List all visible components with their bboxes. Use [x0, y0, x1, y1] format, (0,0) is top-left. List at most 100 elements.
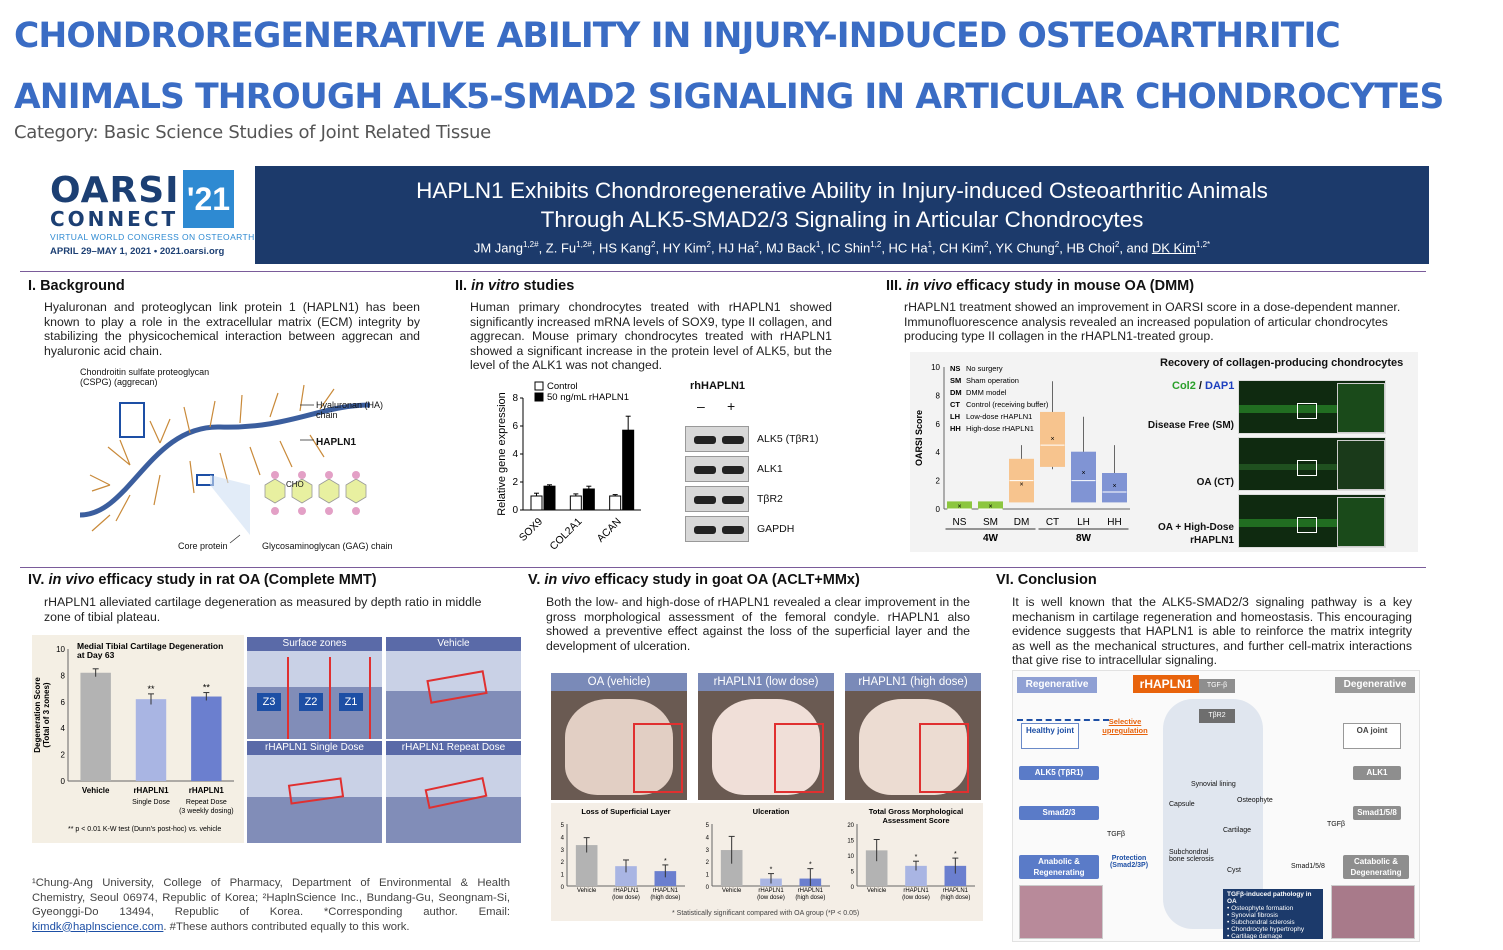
label-cspg-2: (CSPG) (aggrecan): [80, 377, 158, 387]
pathology-item: • Cartilage damage: [1227, 933, 1283, 940]
poster-title-line2: ANIMALS THROUGH ALK5-SMAD2 SIGNALING IN …: [14, 77, 1444, 117]
mean-marker: ×: [988, 503, 992, 510]
micro-image-hh: [1238, 494, 1386, 548]
y-tick-label: 5: [561, 823, 565, 829]
proteoglycan-diagram: [79, 384, 371, 544]
capsule-label: Capsule: [1169, 801, 1195, 808]
author-affiliation: 1,2*: [1195, 240, 1211, 249]
label-ha: Hyaluronan (HA): [316, 400, 384, 410]
chart-title: at Day 63: [77, 650, 115, 660]
poster-title-line1: CHONDROREGENERATIVE ABILITY IN INJURY-IN…: [14, 16, 1341, 56]
micro-row-label: rHAPLN1: [1190, 535, 1234, 546]
x-tick-label: rHAPLN1: [189, 786, 225, 795]
significance-mark: *: [809, 862, 812, 869]
logo-dates: APRIL 29–MAY 1, 2021 • 2021.oarsi.org: [50, 246, 225, 257]
highlight-box-cspg: [119, 402, 145, 438]
zone-label: Z3: [257, 693, 281, 711]
title-em: in vivo: [48, 572, 95, 588]
banner-title-line2: Through ALK5-SMAD2/3 Signaling in Articu…: [540, 207, 1144, 232]
legend-swatch: [534, 381, 544, 391]
tgfb-right-label: TGFβ: [1327, 821, 1346, 828]
blot-band: [685, 456, 749, 482]
y-tick-label: 0: [61, 777, 66, 786]
label-cspg: Chondroitin sulfate proteoglycan: [80, 367, 210, 377]
x-tick-label: SM: [983, 517, 998, 528]
histo-title: rHAPLN1 Repeat Dose: [386, 741, 521, 755]
x-tick-label: (high dose): [940, 895, 970, 901]
footnote-tail: . #These authors contributed equally to …: [163, 920, 410, 933]
affiliations-text: ¹Chung-Ang University, College of Pharma…: [32, 877, 510, 918]
bar: [609, 495, 622, 511]
legend-label: No surgery: [966, 364, 1003, 373]
legend-label: Control (receiving buffer): [966, 400, 1049, 409]
cartilage-label: Cartilage: [1223, 827, 1252, 834]
histo-repeat-dose: rHAPLN1 Repeat Dose: [386, 741, 521, 843]
bar: [865, 850, 888, 886]
x-tick-label: DM: [1014, 517, 1030, 528]
ha-chain: [79, 402, 371, 518]
y-tick-label: 4: [61, 724, 66, 733]
blot-band-label: ALK1: [757, 463, 783, 475]
micro-image-ct: [1238, 437, 1386, 491]
author-affiliation: 1: [927, 240, 933, 249]
histo-title: Vehicle: [386, 637, 521, 651]
blot-band: [685, 426, 749, 452]
group-label: 4W: [983, 533, 999, 544]
y-axis-label: OARSI Score: [914, 410, 924, 466]
blot-minus: –: [697, 398, 705, 414]
goat-note: * Statistically significant compared wit…: [672, 910, 860, 917]
mean-marker: ×: [1050, 436, 1054, 443]
author-affiliation: 1,2: [870, 240, 882, 249]
legend-code: CT: [950, 400, 960, 409]
x-tick-label: rHAPLN1: [758, 888, 784, 894]
x-tick-label: CT: [1046, 517, 1059, 528]
bar: [575, 845, 598, 886]
y-tick-label: 15: [847, 839, 854, 845]
significance-mark: **: [147, 684, 155, 694]
corresponding-email-link[interactable]: kimdk@haplnscience.com: [32, 920, 164, 933]
bar: [582, 488, 595, 511]
author-name: CH Kim: [939, 240, 985, 256]
section-divider: [20, 271, 1426, 272]
in-vitro-text: Human primary chondrocytes treated with …: [470, 300, 832, 372]
blot-band-label: TβR2: [757, 493, 783, 505]
author-affiliation: 1: [815, 240, 821, 249]
author-name: HB Choi: [1066, 240, 1115, 256]
x-tick-label: rHAPLN1: [133, 786, 169, 795]
pathology-list: • Osteophyte formation • Synovial fibrosi…: [1227, 905, 1319, 940]
x-tick-label: Vehicle: [82, 786, 110, 795]
chart-note: ** p < 0.01 K-W test (Dunn's post-hoc) v…: [68, 826, 221, 833]
pathway-schematic: Regenerative Degenerative rHAPLN1 TGF-β …: [1012, 670, 1420, 942]
legend-code: LH: [950, 412, 960, 421]
label-hapln1: HAPLN1: [316, 437, 357, 448]
author-name: Z. Fu: [545, 240, 577, 256]
tbr2-box: TβR2: [1199, 709, 1235, 723]
bar: [905, 865, 927, 886]
mean-marker: ×: [1019, 481, 1023, 488]
title-suffix: studies: [519, 278, 575, 294]
goat-text: Both the low- and high-dose of rHAPLN1 r…: [546, 595, 970, 653]
label-gag: Glycosaminoglycan (GAG) chain: [262, 541, 393, 551]
author-name: HJ Ha: [718, 240, 755, 256]
y-axis-label: Degeneration Score: [33, 677, 42, 753]
author-affiliation: 1,2#: [576, 240, 592, 249]
chart-title: Ulceration: [753, 807, 790, 816]
title-prefix: V.: [528, 572, 545, 588]
y-tick-label: 0: [851, 885, 855, 891]
dashed-arrow: [1017, 719, 1109, 721]
author-affiliation: 2: [1114, 240, 1120, 249]
title-banner: HAPLN1 Exhibits Chondroregenerative Abil…: [255, 166, 1429, 264]
x-tick-label: Vehicle: [577, 888, 597, 894]
y-tick-label: 10: [847, 854, 854, 860]
legend-label: 50 ng/mL rHAPLN1: [547, 392, 629, 403]
gag-chain-hexagons: [264, 478, 367, 504]
y-tick-label: 8: [936, 391, 941, 400]
y-tick-label: 2: [561, 860, 565, 866]
x-tick-label: LH: [1077, 517, 1090, 528]
zone-label: Z1: [339, 693, 363, 711]
y-tick-label: 6: [512, 421, 518, 432]
gene-expression-chart: 0 2 4 6 8 Relative gene expression SOX9 COL2A1 A…: [496, 381, 641, 553]
background-text: Hyaluronan and proteoglycan link protein…: [44, 300, 420, 358]
